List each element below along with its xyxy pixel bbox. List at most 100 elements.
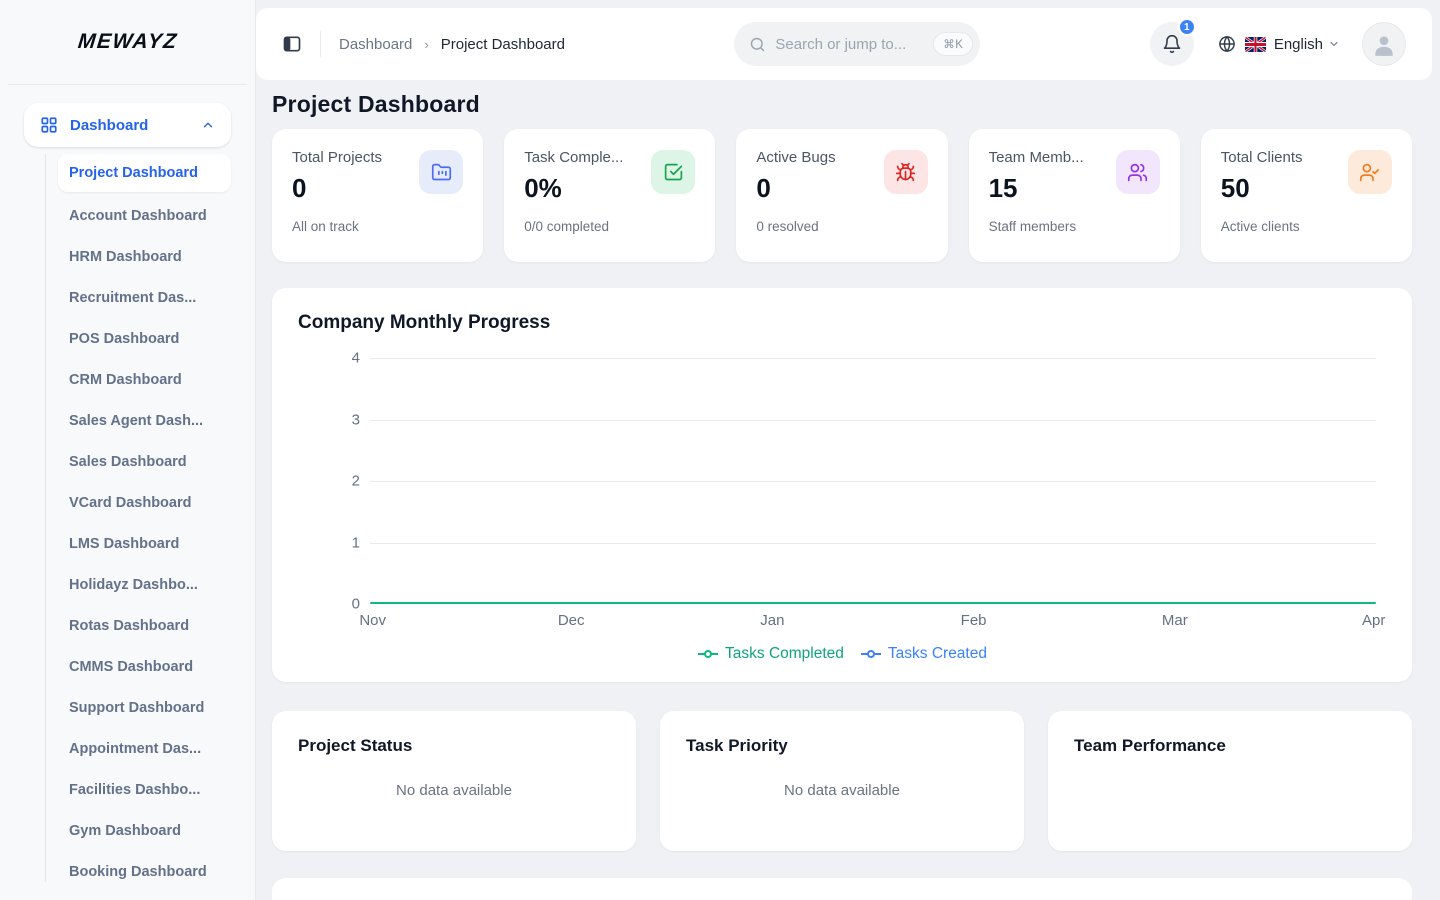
stat-subtitle: 0 resolved [756, 219, 819, 234]
sidebar-item-gym-dashboard[interactable]: Gym Dashboard [69, 810, 255, 851]
sidebar-item-support-dashboard[interactable]: Support Dashboard [69, 687, 255, 728]
sidebar-item-label: Facilities Dashbo... [69, 781, 201, 798]
sidebar-item-label: Gym Dashboard [69, 822, 181, 839]
empty-state-text: No data available [784, 782, 900, 799]
chart-title: Company Monthly Progress [298, 312, 551, 333]
team-performance-panel: Team Performance [1048, 711, 1412, 851]
bottom-panels-row: Project Status No data available Task Pr… [272, 711, 1412, 851]
sidebar-item-holidayz-dashboard[interactable]: Holidayz Dashbo... [69, 564, 255, 605]
sidebar-item-rotas-dashboard[interactable]: Rotas Dashboard [69, 605, 255, 646]
chart-plot-area: 4 3 2 1 0 [352, 350, 1376, 613]
search-input[interactable] [775, 35, 934, 53]
sidebar-item-dashboard[interactable]: Dashboard [24, 103, 231, 147]
globe-icon [1218, 35, 1236, 53]
legend-tasks-created[interactable]: Tasks Created [860, 645, 987, 663]
stat-title: Active Bugs [756, 149, 836, 166]
brand-logo-area: MEWAYZ [8, 0, 247, 85]
sidebar-item-label: CMMS Dashboard [69, 658, 194, 675]
sidebar-item-label: Sales Dashboard [69, 453, 187, 470]
stat-value: 0 [292, 173, 307, 203]
sidebar-item-appointment-dashboard[interactable]: Appointment Das... [69, 728, 255, 769]
folder-kanban-icon [419, 150, 464, 194]
x-axis-tick: Mar [1161, 612, 1188, 629]
sidebar-item-account-dashboard[interactable]: Account Dashboard [69, 195, 255, 236]
legend-marker-icon [860, 650, 881, 658]
stat-card-active-bugs: Active Bugs 0 0 resolved [736, 129, 948, 262]
sidebar-item-cmms-dashboard[interactable]: CMMS Dashboard [69, 646, 255, 687]
sidebar-item-pos-dashboard[interactable]: POS Dashboard [69, 318, 255, 359]
sidebar-item-project-dashboard[interactable]: Project Dashboard [58, 154, 231, 192]
task-priority-panel: Task Priority No data available [660, 711, 1024, 851]
sidebar-item-label: Recruitment Das... [69, 289, 197, 306]
sidebar-item-label: Holidayz Dashbo... [69, 576, 198, 593]
chevron-down-icon [1328, 38, 1340, 50]
sidebar-item-hrm-dashboard[interactable]: HRM Dashboard [69, 236, 255, 277]
sidebar-item-sales-agent-dashboard[interactable]: Sales Agent Dash... [69, 400, 255, 441]
sidebar: MEWAYZ Dashboard Project Dashboard Accou… [0, 0, 256, 900]
uk-flag-icon [1244, 36, 1266, 52]
breadcrumb-separator-icon: › [424, 36, 429, 52]
x-axis-tick: Apr [1361, 612, 1386, 629]
x-axis-tick: Nov [359, 612, 387, 629]
sidebar-item-label: Booking Dashboard [69, 863, 207, 880]
bell-icon [1162, 34, 1182, 54]
sidebar-children: Project Dashboard Account Dashboard HRM … [0, 154, 255, 892]
search-box[interactable]: ⌘K [734, 22, 981, 66]
sidebar-active-label: Project Dashboard [69, 165, 198, 181]
search-icon [749, 36, 766, 53]
sidebar-item-sales-dashboard[interactable]: Sales Dashboard [69, 441, 255, 482]
panel-title: Project Status [298, 736, 413, 755]
partially-visible-card [272, 878, 1412, 900]
sidebar-item-facilities-dashboard[interactable]: Facilities Dashbo... [69, 769, 255, 810]
bug-icon [883, 150, 928, 194]
check-square-icon [651, 150, 696, 194]
x-axis: Nov Dec Jan Feb Mar Apr [359, 612, 1385, 631]
sidebar-item-label: Appointment Das... [69, 740, 202, 757]
gridline [370, 419, 1376, 421]
header-actions: 1 English [1149, 18, 1407, 66]
sidebar-item-label: Sales Agent Dash... [69, 412, 204, 429]
main-area: Dashboard › Project Dashboard ⌘K 1 [256, 8, 1440, 900]
breadcrumb-current: Project Dashboard [440, 35, 565, 53]
legend-label: Tasks Created [887, 645, 987, 662]
sidebar-item-lms-dashboard[interactable]: LMS Dashboard [69, 523, 255, 564]
users-icon [1115, 150, 1160, 194]
stat-subtitle: All on track [292, 219, 359, 234]
project-status-panel: Project Status No data available [272, 711, 636, 851]
sidebar-item-crm-dashboard[interactable]: CRM Dashboard [69, 359, 255, 400]
empty-state-text: No data available [396, 782, 512, 799]
gridline [370, 542, 1376, 544]
grid-icon [40, 116, 58, 134]
sidebar-item-vcard-dashboard[interactable]: VCard Dashboard [69, 482, 255, 523]
stat-value: 15 [988, 173, 1018, 203]
gridline [370, 358, 1376, 359]
sidebar-item-booking-dashboard[interactable]: Booking Dashboard [69, 851, 255, 892]
stat-title: Total Projects [292, 149, 383, 166]
notifications-button[interactable]: 1 [1149, 18, 1196, 66]
language-selector[interactable]: English [1218, 35, 1340, 53]
stat-card-total-projects: Total Projects 0 All on track [272, 129, 484, 262]
sidebar-item-recruitment-dashboard[interactable]: Recruitment Das... [69, 277, 255, 318]
avatar[interactable] [1362, 22, 1407, 66]
stat-value: 0% [524, 173, 562, 203]
sidebar-item-label: CRM Dashboard [69, 371, 182, 388]
legend-tasks-completed[interactable]: Tasks Completed [697, 645, 844, 663]
stat-subtitle: 0/0 completed [524, 219, 609, 234]
search-shortcut-badge: ⌘K [933, 32, 974, 56]
language-label: English [1273, 35, 1324, 53]
legend-label: Tasks Completed [725, 645, 844, 662]
gridline [370, 481, 1376, 482]
sidebar-item-label: Support Dashboard [69, 699, 205, 716]
stat-title: Team Memb... [988, 149, 1084, 166]
sidebar-toggle-icon[interactable] [282, 34, 302, 54]
page-title: Project Dashboard [272, 91, 480, 117]
stat-subtitle: Active clients [1220, 219, 1300, 234]
stat-card-team-members: Team Memb... 15 Staff members [968, 129, 1180, 262]
y-axis-tick: 4 [351, 349, 360, 367]
sidebar-item-label: Account Dashboard [69, 207, 207, 224]
sidebar-item-label: HRM Dashboard [69, 248, 182, 265]
sidebar-item-label: VCard Dashboard [69, 494, 192, 511]
panel-title: Task Priority [686, 736, 788, 755]
breadcrumb-dashboard[interactable]: Dashboard [339, 35, 413, 53]
monthly-progress-chart-card: Company Monthly Progress 4 3 2 1 0 Nov D… [272, 288, 1412, 682]
